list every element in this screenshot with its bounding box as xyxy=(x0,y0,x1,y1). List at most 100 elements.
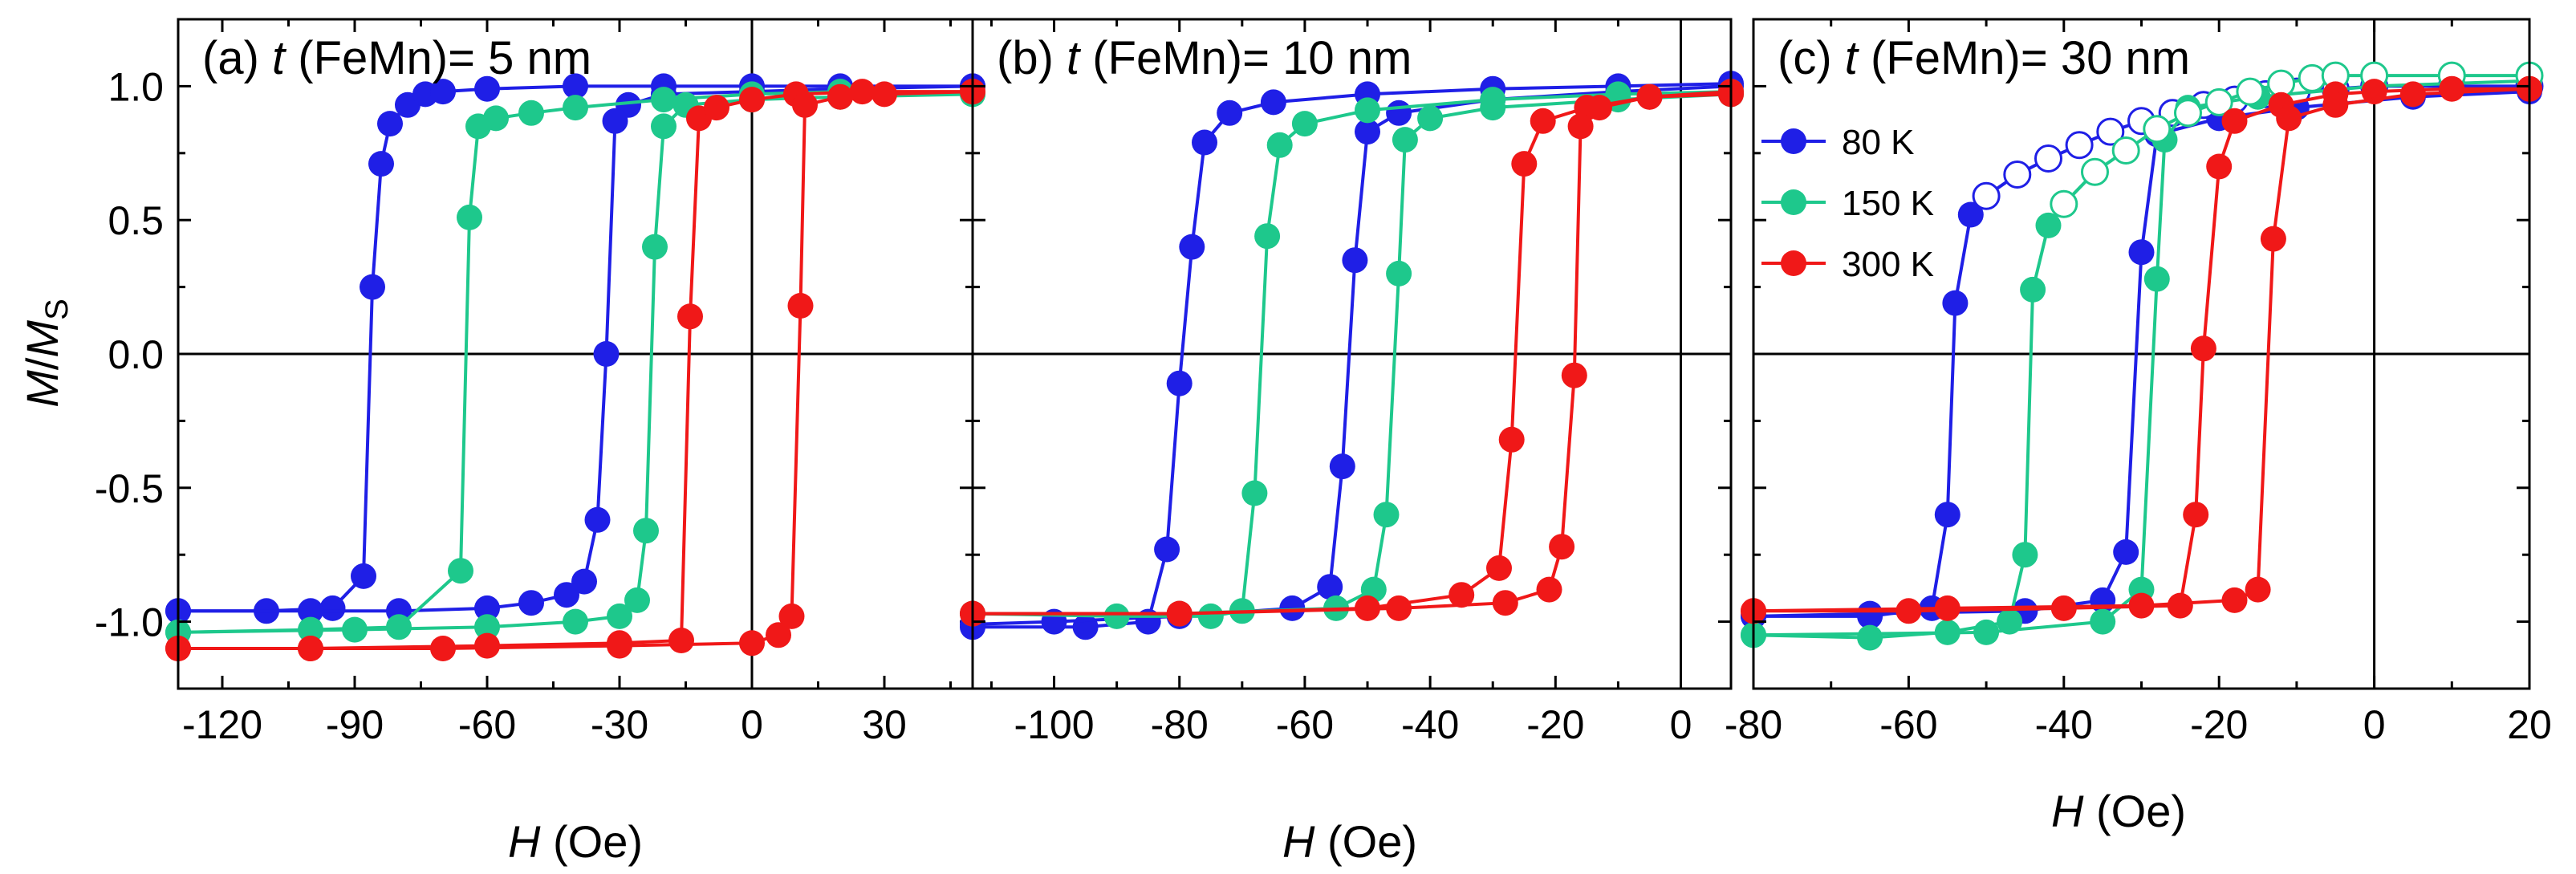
panel-title-italic: t xyxy=(1067,32,1082,84)
x-tick-label: 30 xyxy=(862,702,907,747)
data-point xyxy=(430,79,456,105)
panel-a: -120 -90 -60 -30 0 30 -1.0 -0.5 0.0 0.5 1.0 (a) t (… xyxy=(95,18,985,747)
data-point xyxy=(1972,181,2001,210)
data-point xyxy=(2206,153,2233,180)
data-point xyxy=(1492,590,1518,616)
data-point xyxy=(2020,276,2046,303)
series-line-descending xyxy=(178,90,973,650)
data-point xyxy=(1254,223,1281,250)
data-point xyxy=(1417,105,1444,132)
data-point xyxy=(602,108,628,134)
data-point xyxy=(1530,108,1556,134)
data-point xyxy=(2128,592,2155,619)
data-point xyxy=(668,628,694,653)
data-point xyxy=(1942,290,1969,316)
data-point xyxy=(2096,117,2125,146)
x-tick-label: -90 xyxy=(326,702,384,747)
legend-marker xyxy=(1781,189,1806,215)
data-point xyxy=(368,151,394,177)
data-point xyxy=(298,598,323,624)
data-point xyxy=(474,75,500,102)
data-point xyxy=(474,632,500,659)
data-point xyxy=(2399,81,2426,108)
panel-title-italic: t xyxy=(1845,32,1860,84)
data-point xyxy=(1386,260,1412,287)
panel-title-suffix: (FeMn)= 10 nm xyxy=(1079,32,1412,84)
legend-marker xyxy=(1781,128,1806,154)
data-point xyxy=(584,506,611,533)
data-point xyxy=(430,636,456,661)
data-point xyxy=(1217,100,1243,126)
series-line-descending xyxy=(973,82,1732,629)
x-tick-label: 0 xyxy=(1670,702,1692,747)
series-line-ascending xyxy=(1753,87,2530,613)
data-point xyxy=(1386,100,1412,126)
series-line-descending xyxy=(1753,87,2529,613)
series-line-ascending xyxy=(972,84,1732,626)
data-point xyxy=(2003,161,2032,189)
data-point xyxy=(2245,576,2271,603)
series-line-ascending xyxy=(1753,79,2530,637)
data-point xyxy=(1511,151,1538,177)
data-point xyxy=(2174,99,2202,128)
data-point xyxy=(642,234,668,260)
panel-title-suffix: (FeMn)= 30 nm xyxy=(1858,32,2190,84)
panel-title: (c) t (FeMn)= 30 nm xyxy=(1778,32,2190,84)
series-line-ascending xyxy=(973,90,1732,616)
data-point xyxy=(2012,542,2038,568)
data-point xyxy=(563,73,588,100)
data-point xyxy=(1448,582,1475,608)
panel-c: -80 -60 -40 -20 0 20 (c) t (FeMn)= 30 nm 80 K 15… xyxy=(1725,18,2552,747)
data-point xyxy=(1355,119,1380,145)
data-point xyxy=(849,79,876,105)
x-tick-label: -100 xyxy=(1014,702,1094,747)
x-tick-label: -60 xyxy=(1276,702,1334,747)
data-point xyxy=(872,81,897,108)
data-point xyxy=(2143,115,2172,144)
data-point xyxy=(483,105,509,132)
data-point xyxy=(1192,129,1217,156)
x-tick-label: -120 xyxy=(182,702,262,747)
panel-title-prefix: (a) xyxy=(202,32,272,84)
data-point xyxy=(2298,63,2326,92)
y-tick-label: -1.0 xyxy=(95,600,164,645)
data-point xyxy=(2050,189,2078,218)
data-point xyxy=(1166,600,1193,627)
data-point xyxy=(2128,239,2155,266)
data-point xyxy=(2035,212,2062,238)
x-tick-label: -60 xyxy=(1879,702,1937,747)
x-tick-label: -40 xyxy=(1401,702,1459,747)
panel-title-prefix: (b) xyxy=(997,32,1067,84)
data-point xyxy=(1329,453,1355,480)
legend-label: 300 K xyxy=(1842,245,1934,284)
data-point xyxy=(677,303,703,330)
data-point xyxy=(1260,89,1286,116)
svg-text:M/MS: M/MS xyxy=(17,299,75,408)
data-point xyxy=(624,587,650,613)
data-point xyxy=(2204,87,2233,116)
x-tick-label: -30 xyxy=(591,702,648,747)
x-tick-label: -80 xyxy=(1725,702,1782,747)
ylabel-slash: / xyxy=(17,357,67,370)
data-point xyxy=(1241,480,1268,506)
xlabel-b-rest: (Oe) xyxy=(1314,816,1417,867)
series-line-descending xyxy=(972,90,1732,618)
series-300-k xyxy=(165,79,985,661)
x-tick-label: 20 xyxy=(2507,702,2552,747)
data-point xyxy=(1934,502,1960,528)
data-point xyxy=(1934,595,1960,621)
series-line-ascending xyxy=(178,90,973,650)
data-point xyxy=(474,595,500,621)
data-point xyxy=(1072,614,1099,640)
x-tick-label: 0 xyxy=(741,702,763,747)
series-line-descending xyxy=(178,84,973,613)
legend-marker xyxy=(1781,250,1806,276)
data-point xyxy=(1549,534,1575,560)
data-point xyxy=(518,590,544,616)
data-point xyxy=(2111,136,2140,165)
data-point xyxy=(2276,105,2302,132)
panel-b: -100 -80 -60 -40 -20 0 (b) t (FeMn)= 10 nm xyxy=(960,18,1744,747)
data-point xyxy=(1386,595,1412,621)
data-point xyxy=(1561,362,1587,388)
